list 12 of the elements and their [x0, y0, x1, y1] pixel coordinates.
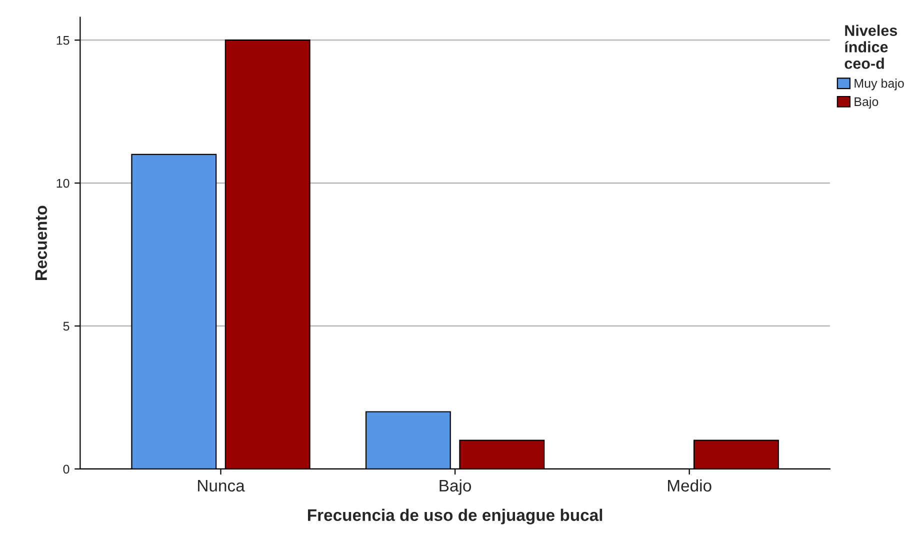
y-tick-label: 10 [56, 178, 70, 188]
y-axis-title: Recuento [35, 206, 47, 280]
y-tick-label: 5 [63, 322, 70, 331]
legend-label: Bajo [854, 96, 878, 109]
legend-label: Muy bajo [854, 78, 904, 90]
legend-title: Niveles índice ceo-d [844, 24, 898, 69]
y-tick-label: 0 [63, 464, 70, 474]
x-tick-label: Bajo [440, 479, 472, 495]
y-tick-label: 15 [56, 36, 70, 45]
x-axis-title: Frecuencia de uso de enjuague bucal [308, 508, 602, 524]
x-tick-label: Medio [668, 479, 712, 492]
x-tick-label: Nunca [198, 480, 245, 492]
